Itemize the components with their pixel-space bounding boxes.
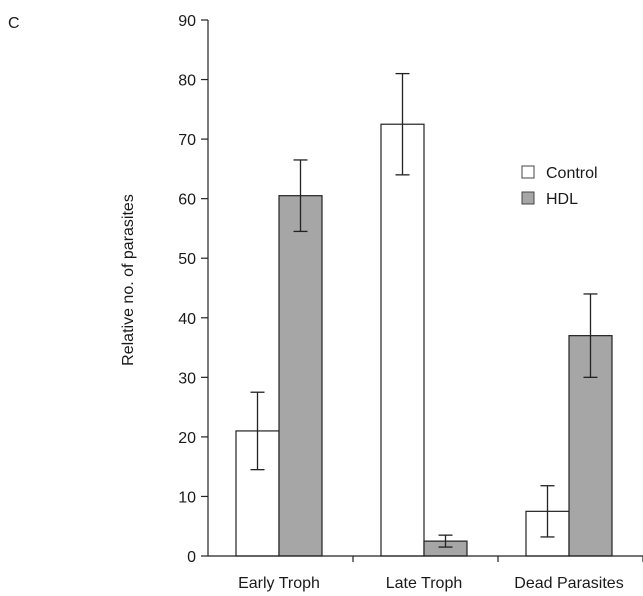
y-tick-label: 80 xyxy=(178,73,196,90)
bar-control xyxy=(380,123,425,557)
y-tick-label: 60 xyxy=(178,192,196,209)
y-tick-label: 0 xyxy=(187,549,196,566)
y-tick-label: 30 xyxy=(178,370,196,387)
bar-group xyxy=(525,485,570,557)
y-tick-label: 20 xyxy=(178,430,196,447)
bar-group xyxy=(423,534,468,557)
y-axis-title: Relative no. of parasites xyxy=(120,194,137,366)
panel-label: C xyxy=(8,15,20,32)
bar-group xyxy=(568,293,613,557)
legend-label-hdl: HDL xyxy=(546,191,578,208)
x-axis: Early Troph Late Troph Dead Parasites xyxy=(208,555,643,592)
legend-label-control: Control xyxy=(546,165,598,182)
bar-group xyxy=(380,72,425,557)
y-tick-label: 10 xyxy=(178,489,196,506)
y-axis: 0 10 20 30 40 50 60 70 80 90 xyxy=(178,13,209,566)
y-tick-label: 70 xyxy=(178,132,196,149)
bar-group xyxy=(235,391,280,557)
legend-swatch-control xyxy=(521,165,535,179)
bars xyxy=(235,72,613,557)
bar-group xyxy=(278,159,323,557)
legend: Control HDL xyxy=(521,165,598,208)
x-tick-label: Early Troph xyxy=(238,575,320,592)
bar-hdl xyxy=(278,195,323,557)
y-tick-label: 50 xyxy=(178,251,196,268)
y-tick-label: 90 xyxy=(178,13,196,30)
x-tick-label: Late Troph xyxy=(386,575,463,592)
y-tick-label: 40 xyxy=(178,311,196,328)
legend-swatch-hdl xyxy=(521,191,535,205)
x-tick-label: Dead Parasites xyxy=(514,575,623,592)
